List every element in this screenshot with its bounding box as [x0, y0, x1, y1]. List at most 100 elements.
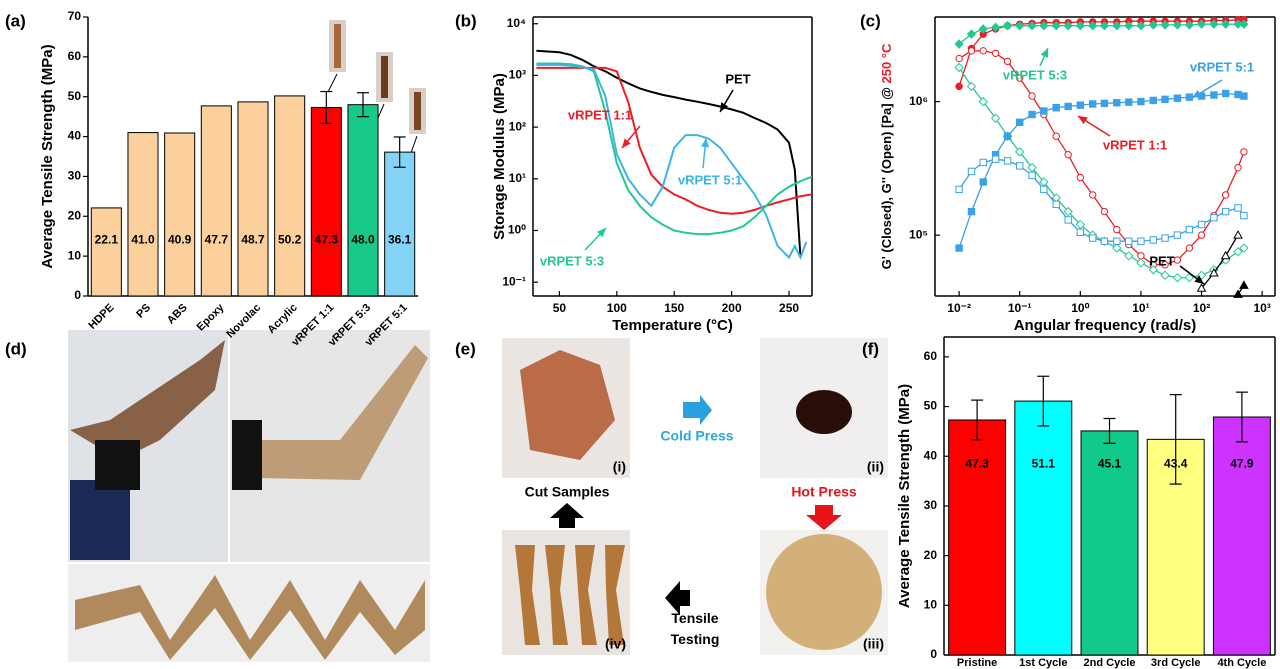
y-tick-label: 10² — [509, 119, 526, 133]
marker — [1138, 253, 1144, 259]
x-tick-label: 10⁻² — [947, 301, 971, 315]
value-label: 47.3 — [965, 456, 989, 470]
annotation: vRPET 5:3 — [1003, 67, 1067, 82]
marker — [1029, 111, 1035, 117]
marker — [1065, 217, 1071, 223]
marker — [1065, 103, 1071, 109]
annotation: PET — [1149, 253, 1174, 268]
marker — [1077, 102, 1083, 108]
value-label: 48.7 — [241, 232, 265, 246]
y-axis-title-highlight: 250 °C — [879, 43, 894, 84]
marker — [1089, 192, 1095, 198]
bar — [91, 208, 121, 296]
bar — [348, 105, 378, 296]
marker — [1125, 252, 1133, 260]
marker — [1053, 201, 1059, 207]
x-tick-label: 10¹ — [1132, 301, 1149, 315]
x-tick-label: Epoxy — [195, 301, 227, 333]
y-tick-label: 10⁻¹ — [502, 274, 526, 288]
y-tick-label: 50 — [924, 399, 938, 413]
marker — [1138, 238, 1144, 244]
marker — [955, 64, 963, 72]
panel-label: (c) — [860, 11, 881, 30]
y-tick-label: 10³ — [509, 68, 526, 82]
value-label: 47.9 — [1230, 456, 1254, 470]
marker — [1222, 192, 1228, 198]
bar — [311, 107, 341, 296]
x-tick-label: PS — [134, 302, 153, 321]
step-label: Cold Press — [660, 428, 733, 444]
x-tick-label: HDPE — [86, 302, 116, 332]
value-label: 48.0 — [351, 232, 375, 246]
panel-label: (b) — [455, 11, 477, 30]
panel-label: (f) — [862, 339, 879, 358]
bar — [201, 106, 231, 296]
y-tick-label: 40 — [924, 448, 938, 462]
series-line — [1202, 235, 1239, 288]
marker — [956, 55, 962, 61]
annotation: vRPET 1:1 — [1103, 137, 1167, 152]
y-tick-label: 50 — [68, 89, 82, 103]
y-tick-label: 20 — [924, 548, 938, 562]
y-tick-label: 30 — [68, 169, 82, 183]
marker — [1101, 100, 1107, 106]
marker — [1004, 22, 1012, 30]
panel-label: (a) — [5, 11, 26, 30]
annotation-arrowhead — [701, 138, 709, 147]
value-label: 50.2 — [278, 232, 302, 246]
marker — [1234, 231, 1242, 238]
x-tick-label: 10⁻¹ — [1008, 301, 1032, 315]
marker — [1126, 238, 1132, 244]
y-tick-label: 10⁶ — [909, 94, 928, 108]
bar — [385, 152, 415, 296]
step-label: Cut Samples — [525, 484, 610, 500]
value-label: 47.7 — [205, 232, 229, 246]
x-tick-label: 1st Cycle — [1019, 657, 1067, 669]
x-tick-label: 10² — [1193, 301, 1210, 315]
x-tick-label: 2nd Cycle — [1084, 657, 1136, 669]
y-tick-label: 70 — [68, 9, 82, 23]
marker — [956, 186, 962, 192]
marker — [1173, 274, 1181, 282]
marker — [1137, 259, 1145, 267]
marker — [956, 83, 962, 89]
marker — [1222, 252, 1230, 259]
marker — [980, 48, 986, 54]
bar — [1015, 401, 1072, 655]
marker — [1241, 93, 1247, 99]
marker — [1240, 281, 1248, 288]
marker — [992, 50, 998, 56]
marker — [1162, 235, 1168, 241]
marker — [1174, 257, 1180, 263]
value-label: 51.1 — [1032, 456, 1056, 470]
x-tick-label: 50 — [553, 301, 567, 315]
x-tick-label: 200 — [722, 301, 742, 315]
marker — [1198, 232, 1204, 238]
value-label: 47.3 — [315, 232, 339, 246]
marker — [1235, 205, 1241, 211]
marker — [1150, 237, 1156, 243]
marker — [1114, 100, 1120, 106]
y-tick-label: 60 — [68, 49, 82, 63]
image-label: (ii) — [867, 459, 884, 475]
annotation-arrowhead — [1078, 116, 1088, 124]
y-axis-title: Storage Modulus (MPa) — [491, 73, 508, 240]
marker — [968, 48, 974, 54]
bar — [165, 133, 195, 296]
photos — [68, 330, 430, 662]
value-label: 40.9 — [168, 232, 192, 246]
marker — [1029, 93, 1035, 99]
marker — [1235, 164, 1241, 170]
marker — [1077, 229, 1083, 235]
y-tick-label: 40 — [68, 129, 82, 143]
x-tick-label: 10³ — [1253, 301, 1270, 315]
bar — [275, 96, 305, 296]
y-axis-title: Average Tensile Strength (MPa) — [896, 384, 913, 608]
marker — [1241, 212, 1247, 218]
marker — [956, 245, 962, 251]
marker — [1004, 158, 1010, 164]
y-tick-label: 10¹ — [509, 171, 526, 185]
marker — [1186, 245, 1192, 251]
marker — [1198, 221, 1204, 227]
annotation: vRPET 1:1 — [568, 107, 632, 122]
